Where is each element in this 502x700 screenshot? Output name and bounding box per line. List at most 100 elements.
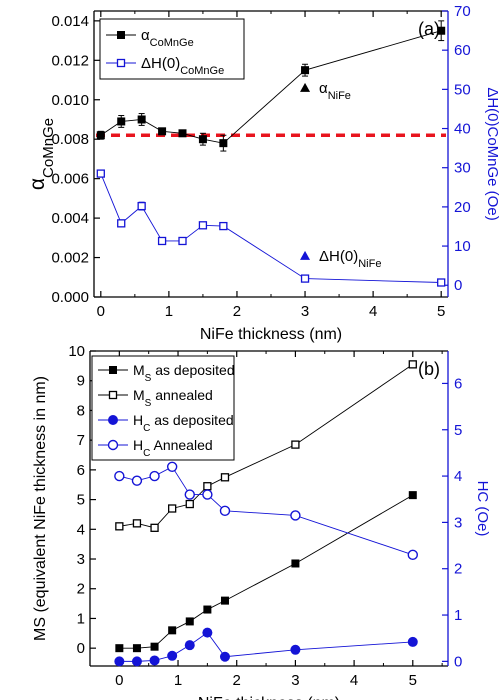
data-point — [185, 617, 194, 626]
legend-marker — [117, 31, 125, 39]
data-point — [117, 117, 126, 126]
y-right-tick-label: 50 — [454, 81, 471, 98]
y-left-tick-label: 0.010 — [51, 92, 89, 109]
y-right-tick-label: 1 — [454, 607, 462, 624]
y-right-tick-label: 3 — [454, 514, 462, 531]
data-point — [149, 655, 160, 666]
annotation-marker — [300, 82, 311, 92]
legend-entry: αCoMnGe — [141, 27, 194, 49]
data-point — [132, 519, 142, 528]
data-point — [168, 626, 177, 635]
legend-box — [99, 18, 245, 80]
data-point — [437, 278, 446, 287]
y-left-tick-label: 9 — [77, 373, 85, 390]
y-left-tick-label: 8 — [77, 402, 85, 419]
y-left-tick-label: 6 — [77, 462, 85, 479]
chart-panel-b: 0 1 2 3 4 5 NiFe thickness (nm) 0 1 2 3 4 5 6 7 8 9 10 0 1 2… — [32, 343, 491, 700]
x-tick-label: 0 — [97, 303, 105, 320]
data-point — [96, 169, 105, 178]
legend: αCoMnGe ΔH(0)CoMnGe — [99, 18, 245, 80]
series-1 — [96, 169, 446, 287]
legend-entry: MS as deposited — [133, 362, 235, 384]
data-point — [202, 489, 213, 500]
y-axis-right-label: ΔH(0)CoMnGe (Oe) — [484, 87, 501, 220]
data-point — [115, 522, 124, 531]
x-axis-label: NiFe thickness (nm) — [200, 326, 342, 343]
data-point — [202, 627, 213, 638]
y-axis-left-label: MS (equivalent NiFe thickness in nm) — [32, 376, 49, 641]
x-tick-label: 3 — [301, 303, 309, 320]
y-right-tick-label: 60 — [454, 42, 471, 59]
y-axis-left-label: αCoMnGe — [26, 118, 57, 190]
data-point — [166, 461, 178, 473]
y-left-tick-label: 5 — [77, 492, 85, 509]
data-point — [203, 482, 212, 491]
data-point — [131, 656, 142, 667]
y-right-tick-label: 0 — [454, 277, 462, 294]
data-point — [117, 219, 126, 228]
series-0 — [115, 491, 417, 653]
data-point — [437, 26, 446, 35]
data-point — [184, 489, 195, 500]
y-left-tick-label: 0.006 — [51, 171, 89, 188]
legend-entry: MS annealed — [133, 387, 213, 409]
data-point — [114, 656, 125, 667]
data-point — [150, 523, 159, 532]
data-point — [220, 473, 230, 482]
data-point — [198, 221, 208, 230]
x-tick-label: 4 — [350, 672, 358, 689]
y-left-tick-label: 0.012 — [51, 52, 89, 69]
data-point — [219, 139, 228, 148]
x-tick-label: 0 — [115, 672, 123, 689]
y-right-tick-label: 4 — [454, 468, 462, 485]
legend-marker — [107, 439, 119, 451]
data-point — [407, 549, 418, 561]
legend: MS as deposited MS annealed HC as deposite… — [91, 355, 235, 461]
annotation-label: ΔH(0)NiFe — [319, 248, 381, 270]
data-point — [198, 135, 207, 144]
series-0 — [96, 20, 446, 152]
data-point — [408, 491, 417, 500]
series-2 — [114, 627, 418, 667]
data-point — [291, 559, 300, 568]
data-point — [291, 440, 300, 449]
y-left-tick-label: 0.002 — [51, 250, 89, 267]
legend-marker — [108, 390, 118, 400]
data-point — [290, 510, 301, 521]
data-point — [132, 644, 141, 653]
series-3 — [114, 461, 418, 561]
series-1 — [115, 360, 417, 532]
y-left-tick-label: 0 — [77, 640, 85, 657]
data-point — [158, 127, 167, 136]
data-point — [149, 470, 160, 482]
series-line — [100, 173, 442, 283]
data-point — [407, 636, 418, 647]
data-point — [219, 505, 231, 517]
data-point — [157, 236, 167, 246]
data-point — [301, 66, 310, 75]
y-left-tick-label: 1 — [77, 610, 85, 627]
x-tick-label: 4 — [369, 303, 377, 320]
data-point — [137, 115, 146, 124]
data-point — [178, 129, 187, 138]
data-point — [96, 131, 105, 140]
y-right-tick-label: 20 — [454, 199, 471, 216]
series-line — [119, 466, 413, 556]
x-tick-label: 2 — [233, 672, 241, 689]
y-left-tick-label: 3 — [77, 551, 85, 568]
panel-label: (b) — [418, 359, 440, 379]
legend-entry: HC as deposited — [133, 412, 234, 434]
series-line — [119, 632, 413, 662]
data-point — [137, 201, 146, 211]
data-point — [219, 221, 228, 231]
y-left-tick-label: 4 — [77, 521, 85, 538]
data-point — [168, 504, 177, 513]
x-tick-label: 3 — [291, 672, 299, 689]
panel-label: (a) — [418, 19, 440, 39]
y-left-tick-label: 10 — [68, 343, 85, 360]
x-tick-label: 1 — [165, 303, 173, 320]
y-right-tick-label: 40 — [454, 121, 471, 138]
chart-panel-a: 0 1 2 3 4 5 NiFe thickness (nm) 0.000 0.002 0.004… — [26, 3, 501, 343]
annotation-label: αNiFe — [319, 80, 351, 102]
y-right-tick-label: 5 — [454, 422, 462, 439]
